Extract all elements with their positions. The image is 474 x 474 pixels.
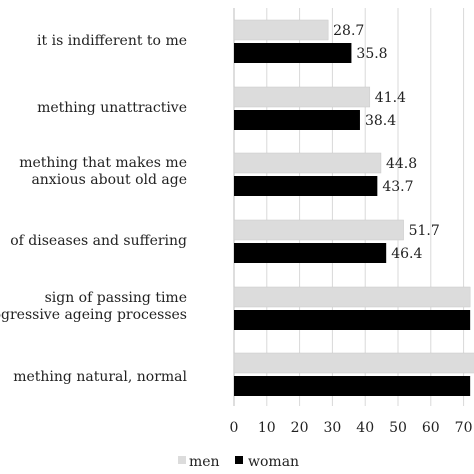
grid-lines xyxy=(233,8,465,406)
category-label: anxious about old age xyxy=(31,172,187,188)
legend-swatch-woman xyxy=(235,456,243,464)
x-tick-label: 60 xyxy=(422,420,440,436)
bar-woman xyxy=(234,43,352,63)
bar-woman xyxy=(234,243,387,263)
bars-group: 28.7 41.4 44.8 51.7 35.8 38.4 43.7 46.4 xyxy=(233,19,474,396)
x-tick-label: 50 xyxy=(389,420,407,436)
x-axis-ticks: 0 10 20 30 40 50 60 70 xyxy=(230,420,473,436)
data-label-men: 41.4 xyxy=(375,90,406,106)
data-label-men: 44.8 xyxy=(386,156,417,172)
x-tick-label: 10 xyxy=(258,420,276,436)
x-tick-label: 30 xyxy=(323,420,341,436)
x-tick-label: 20 xyxy=(291,420,309,436)
data-label-woman: 43.7 xyxy=(382,179,413,195)
category-label: mething that makes me xyxy=(19,155,187,171)
bar-men xyxy=(233,219,404,241)
bar-woman xyxy=(234,176,378,196)
category-label: mething unattractive xyxy=(37,100,187,116)
bar-woman xyxy=(234,310,471,330)
category-label: it is indifferent to me xyxy=(37,33,187,49)
x-tick-label: 0 xyxy=(230,420,239,436)
category-label: of diseases and suffering xyxy=(10,233,187,249)
bar-men xyxy=(233,86,371,108)
bar-men xyxy=(233,152,382,174)
bar-men xyxy=(233,19,329,41)
category-label: ogressive ageing processes xyxy=(0,307,187,323)
x-tick-label: 40 xyxy=(356,420,374,436)
legend: men woman xyxy=(178,454,299,470)
data-label-woman: 38.4 xyxy=(365,113,396,129)
data-label-men: 51.7 xyxy=(409,223,440,239)
data-label-woman: 46.4 xyxy=(391,246,422,262)
legend-label-woman: woman xyxy=(248,454,299,470)
category-labels: it is indifferent to me mething unattract… xyxy=(0,33,188,385)
bar-men xyxy=(233,286,471,308)
bar-men xyxy=(233,352,474,374)
legend-swatch-men xyxy=(178,456,186,464)
data-label-men: 28.7 xyxy=(333,23,364,39)
legend-label-men: men xyxy=(189,454,220,470)
bar-woman xyxy=(234,110,360,130)
bar-woman xyxy=(234,376,471,396)
data-label-woman: 35.8 xyxy=(356,46,387,62)
x-tick-label: 70 xyxy=(455,420,473,436)
category-label: mething natural, normal xyxy=(13,369,187,385)
category-label: sign of passing time xyxy=(45,290,187,306)
